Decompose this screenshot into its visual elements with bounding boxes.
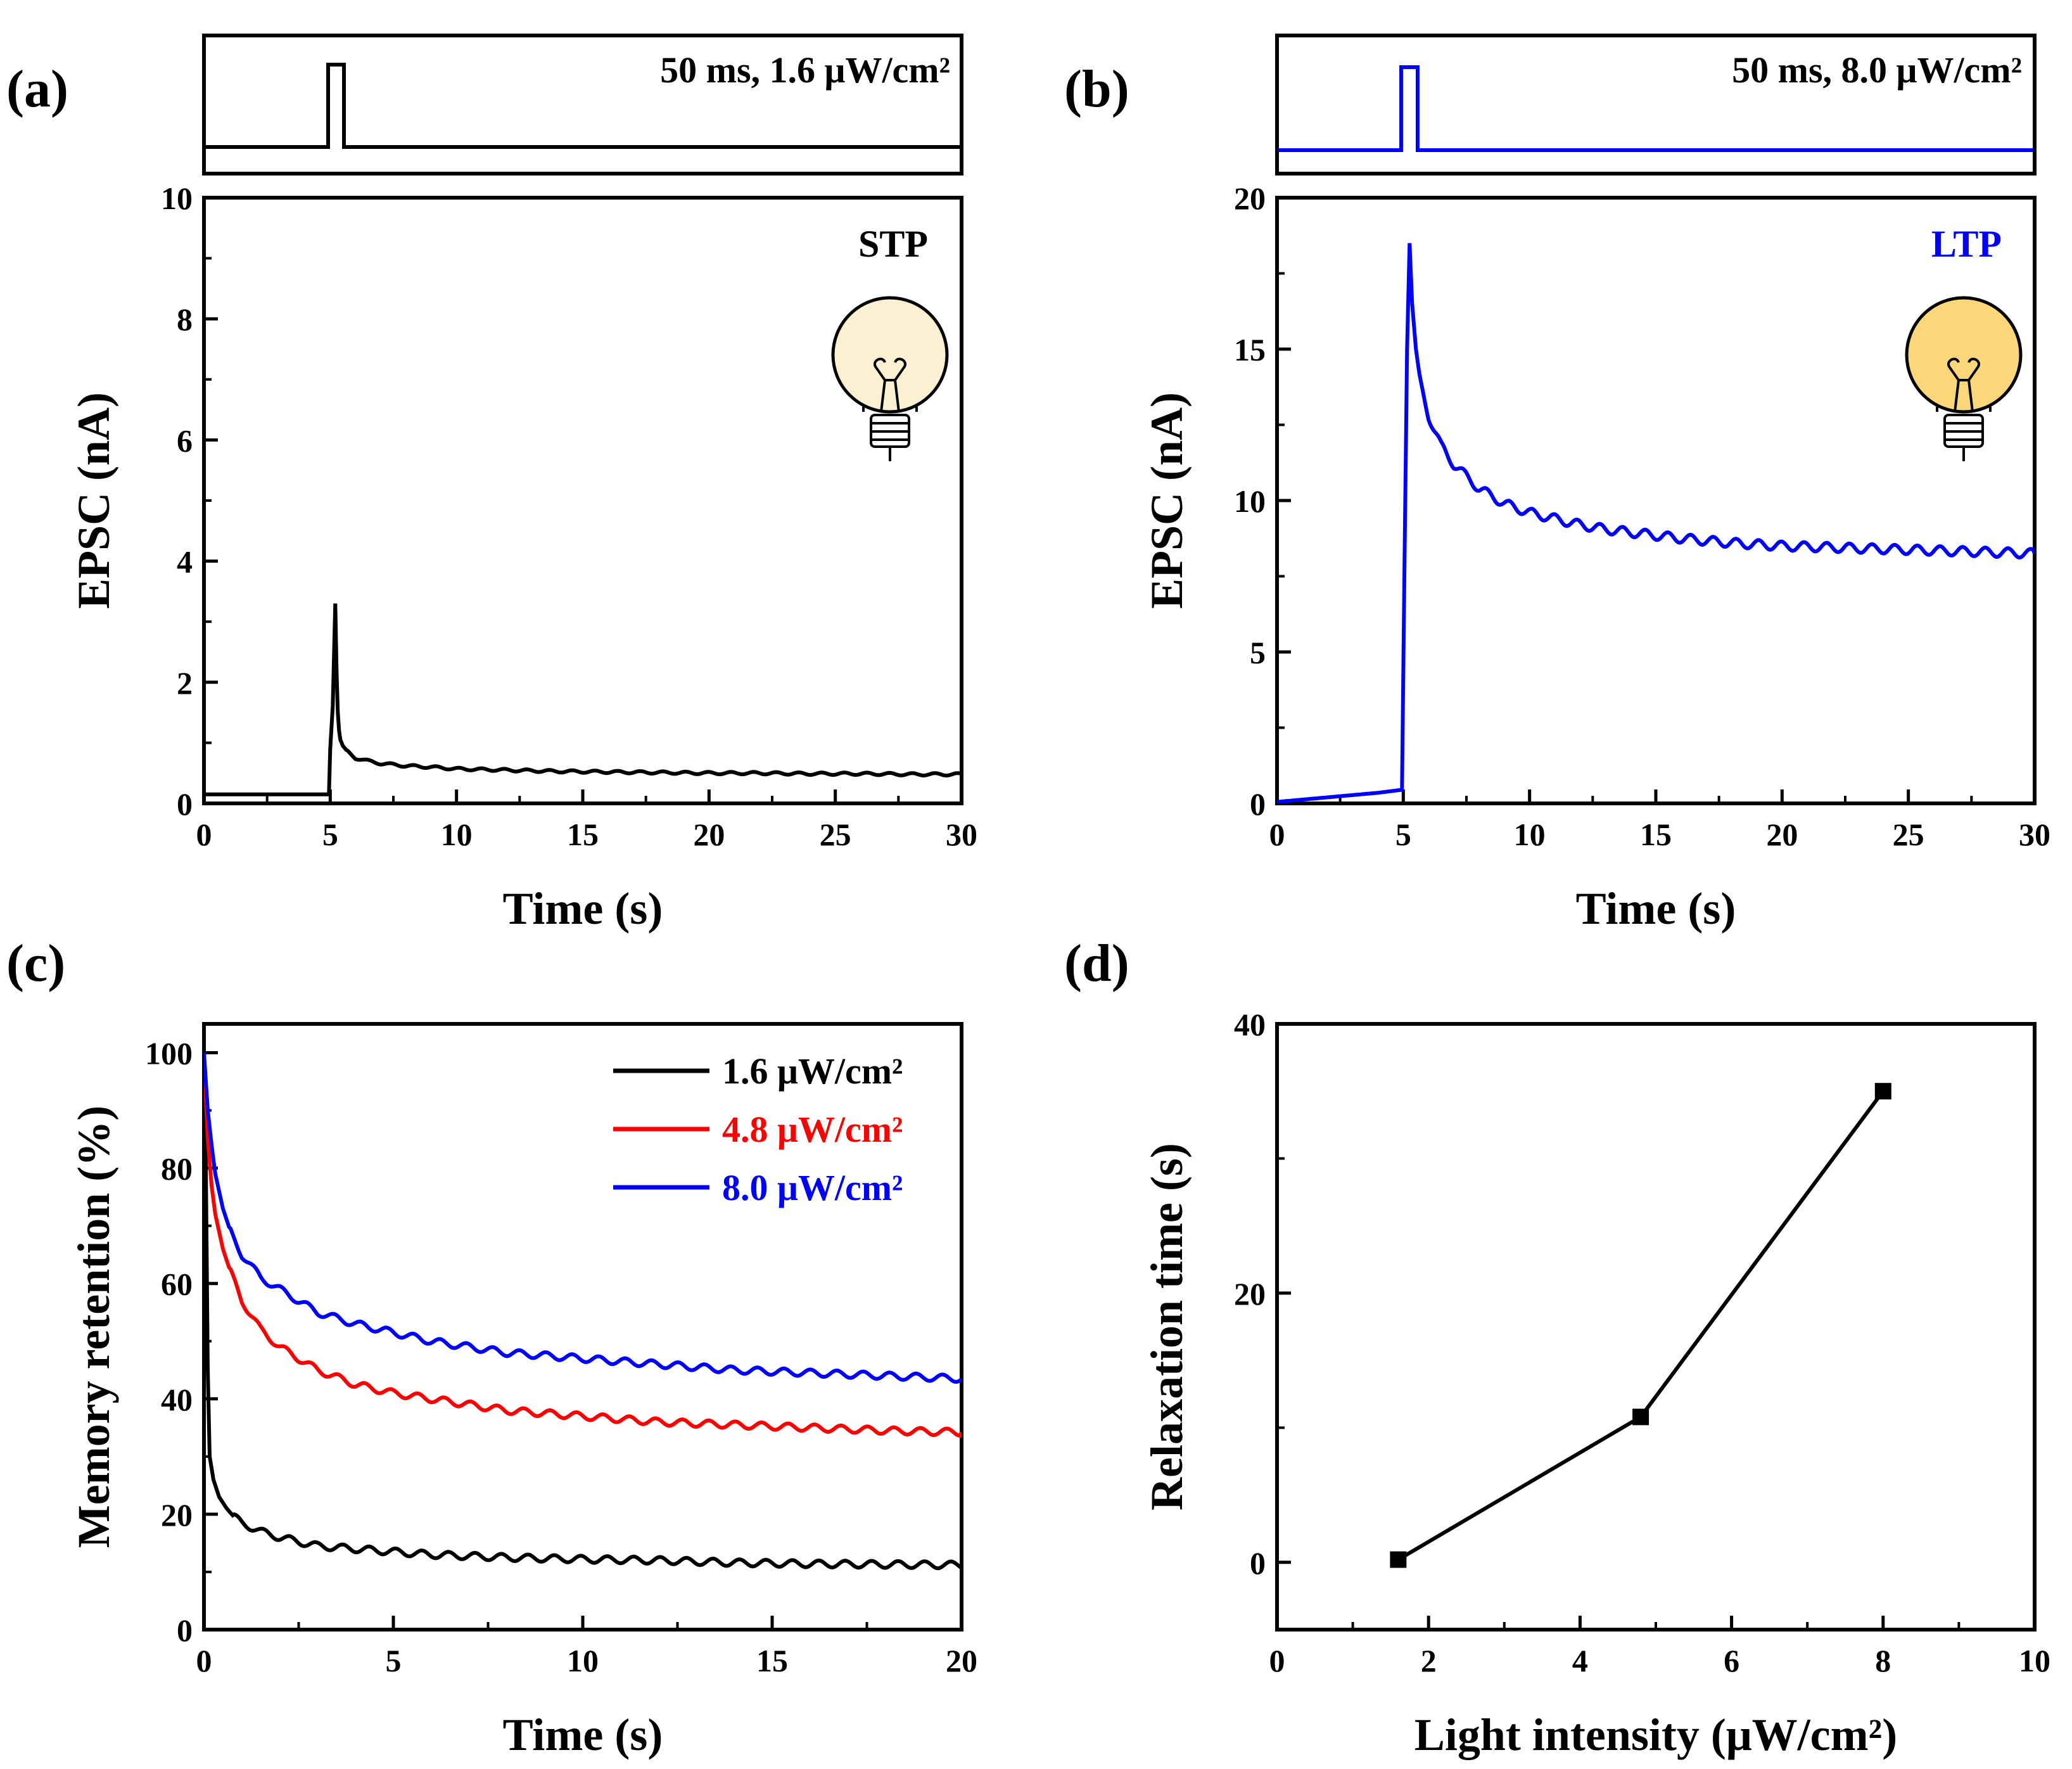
x-tick-label: 10 (441, 817, 473, 852)
x-axis-label: Time (s) (503, 1709, 663, 1760)
x-tick-label: 0 (1269, 1643, 1285, 1678)
chart-d: 0 2 4 6 8 10 0 20 40 Light intensity (μW/cm²) Rela… (1141, 1007, 2050, 1760)
x-tick-label: 15 (1640, 817, 1672, 852)
y-tick-label: 40 (1234, 1007, 1266, 1042)
x-axis-label: Time (s) (1576, 883, 1736, 934)
y-tick-label: 20 (1234, 1276, 1266, 1312)
plot-frame (1275, 196, 2037, 805)
x-tick-label: 5 (386, 1643, 402, 1678)
x-tick-label: 15 (756, 1643, 788, 1678)
chart-b: 0 5 10 15 20 25 30 0 5 10 15 20 Time (s) EPSC (nA) (1141, 181, 2050, 934)
y-tick-label: 0 (177, 786, 193, 822)
y-axis-label: Memory retention (%) (68, 1106, 119, 1548)
data-point (1874, 1083, 1891, 1100)
x-tick-label: 2 (1421, 1643, 1437, 1678)
pulse-box-b: 50 ms, 8.0 μW/cm² (1275, 34, 2037, 176)
pulse-box-a: 50 ms, 1.6 μW/cm² (202, 34, 963, 176)
plot-frame (202, 196, 963, 805)
y-tick-label: 10 (1234, 483, 1266, 519)
y-tick-label: 20 (161, 1497, 193, 1533)
x-tick-label: 0 (196, 817, 212, 852)
y-tick-label: 100 (145, 1036, 193, 1071)
x-tick-label: 0 (1269, 817, 1285, 852)
x-tick-label: 25 (1893, 817, 1924, 852)
data-point (1632, 1408, 1649, 1426)
legend-label: 4.8 μW/cm² (722, 1109, 903, 1150)
series-line (204, 603, 962, 796)
panel-letter-c: (c) (6, 934, 65, 993)
x-tick-label: 25 (820, 817, 851, 852)
x-tick-label: 10 (2019, 1643, 2050, 1678)
data-point (1390, 1551, 1407, 1568)
y-tick-label: 6 (177, 423, 193, 458)
corner-label-stp: STP (858, 223, 928, 265)
x-tick-label: 5 (1395, 817, 1411, 852)
x-tick-label: 0 (196, 1643, 212, 1678)
y-tick-label: 0 (1250, 1545, 1266, 1581)
x-tick-label: 15 (567, 817, 599, 852)
y-tick-label: 8 (177, 302, 193, 337)
legend-label: 8.0 μW/cm² (722, 1167, 903, 1208)
y-tick-label: 10 (161, 181, 193, 216)
panel-letter-a: (a) (6, 60, 68, 118)
lightbulb-icon (831, 296, 949, 461)
corner-label-ltp: LTP (1931, 223, 2002, 265)
x-axis-label: Time (s) (503, 883, 663, 934)
y-tick-label: 15 (1234, 332, 1266, 367)
legend-label: 1.6 μW/cm² (722, 1051, 903, 1092)
panel-letter-b: (b) (1064, 60, 1129, 118)
series-line (204, 1052, 962, 1438)
x-axis-label: Light intensity (μW/cm²) (1414, 1709, 1897, 1760)
y-axis-label: Relaxation time (s) (1141, 1143, 1192, 1510)
x-tick-label: 10 (1514, 817, 1546, 852)
x-tick-label: 20 (946, 1643, 977, 1678)
series-line (204, 1052, 962, 1571)
x-tick-label: 4 (1572, 1643, 1588, 1678)
x-tick-label: 10 (567, 1643, 599, 1678)
y-tick-label: 4 (177, 544, 193, 580)
x-tick-label: 5 (322, 817, 338, 852)
y-tick-label: 60 (161, 1267, 193, 1302)
series-line (204, 1052, 962, 1384)
y-axis-label: EPSC (nA) (68, 392, 119, 609)
y-tick-label: 80 (161, 1151, 193, 1187)
y-tick-label: 2 (177, 665, 193, 701)
chart-c: 0 5 10 15 20 0 20 40 60 80 100 Time (s) Memory reten… (68, 1022, 977, 1760)
x-tick-label: 20 (1766, 817, 1798, 852)
chart-a: 0 5 10 15 20 25 30 0 2 4 6 8 10 Time (s) EPSC (nA) (68, 181, 977, 934)
x-tick-label: 30 (2019, 817, 2050, 852)
y-tick-label: 40 (161, 1382, 193, 1417)
y-tick-label: 20 (1234, 181, 1266, 216)
pulse-trace-a (205, 63, 960, 149)
y-tick-label: 0 (177, 1613, 193, 1648)
series-line (1397, 1090, 1885, 1562)
y-tick-label: 5 (1250, 635, 1266, 670)
x-tick-label: 30 (946, 817, 977, 852)
panel-letter-d: (d) (1064, 934, 1129, 993)
pulse-label-a: 50 ms, 1.6 μW/cm² (660, 49, 950, 91)
x-tick-label: 8 (1875, 1643, 1891, 1678)
pulse-trace-b (1278, 65, 2033, 152)
pulse-label-b: 50 ms, 8.0 μW/cm² (1732, 49, 2022, 91)
plot-frame (1275, 1022, 2037, 1632)
y-axis-label: EPSC (nA) (1141, 392, 1192, 609)
x-tick-label: 20 (693, 817, 725, 852)
lightbulb-icon (1905, 296, 2023, 461)
y-tick-label: 0 (1250, 786, 1266, 822)
series-line (1277, 243, 2035, 803)
x-tick-label: 6 (1724, 1643, 1739, 1678)
